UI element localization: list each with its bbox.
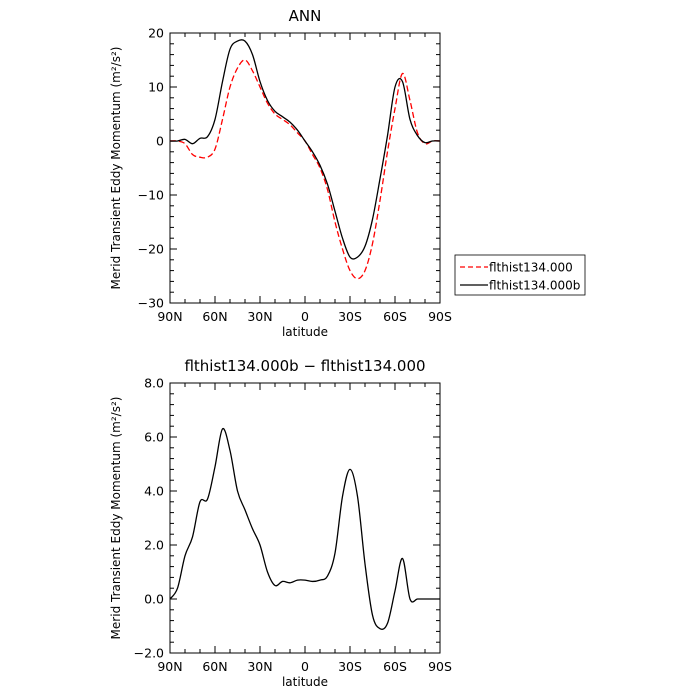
x-tick-label: 60S — [383, 659, 407, 674]
y-tick-label: −30 — [138, 296, 164, 311]
legend: flthist134.000 flthist134.000b — [454, 254, 586, 296]
x-tick-label: 30S — [338, 309, 362, 324]
series-line-series-1 — [170, 427, 440, 630]
x-tick-label: 30N — [247, 659, 272, 674]
x-tick-label: 60S — [383, 309, 407, 324]
y-tick-label: −10 — [138, 188, 164, 203]
chart-panel-1: ANN 90N 60N 30N 0 30S 60S 90S 20 10 0 −10 −20 −30 lati… — [109, 7, 586, 339]
legend-label: flthist134.000 — [489, 261, 573, 275]
y-tick-label: 4.0 — [144, 484, 164, 499]
y-tick-label: 0 — [156, 134, 164, 149]
x-tick-label: 90N — [157, 659, 182, 674]
y-tick-label: 2.0 — [144, 538, 164, 553]
legend-label: flthist134.000b — [489, 279, 580, 293]
x-tick-label: 0 — [301, 309, 309, 324]
x-tick-label: 0 — [301, 659, 309, 674]
y-tick-label: −2.0 — [134, 646, 164, 661]
series-line-flthist134.000 — [170, 59, 440, 280]
chart-title: flthist134.000b − flthist134.000 — [184, 357, 425, 375]
y-tick-label: 10 — [148, 80, 164, 95]
x-tick-label: 60N — [202, 659, 227, 674]
chart-title: ANN — [289, 7, 322, 25]
y-tick-label: 20 — [148, 26, 164, 41]
y-axis-label: Merid Transient Eddy Momentum (m²/s²) — [109, 47, 123, 290]
x-tick-label: 90S — [428, 659, 452, 674]
y-tick-label: 8.0 — [144, 376, 164, 391]
legend-box — [454, 254, 586, 296]
x-tick-label: 90S — [428, 309, 452, 324]
x-tick-label: 90N — [157, 309, 182, 324]
y-tick-label: 0.0 — [144, 592, 164, 607]
chart-panel-2: flthist134.000b − flthist134.000 90N 60N 30… — [109, 357, 452, 689]
y-tick-label: 6.0 — [144, 430, 164, 445]
x-axis-label: latitude — [282, 675, 328, 689]
x-tick-label: 60N — [202, 309, 227, 324]
series-line-flthist134.000b — [170, 39, 440, 260]
plot-frame — [169, 382, 441, 654]
y-tick-label: −20 — [138, 242, 164, 257]
x-tick-label: 30S — [338, 659, 362, 674]
plot-frame — [169, 32, 441, 304]
x-axis-label: latitude — [282, 325, 328, 339]
x-tick-label: 30N — [247, 309, 272, 324]
y-axis-label: Merid Transient Eddy Momentum (m²/s²) — [109, 397, 123, 640]
